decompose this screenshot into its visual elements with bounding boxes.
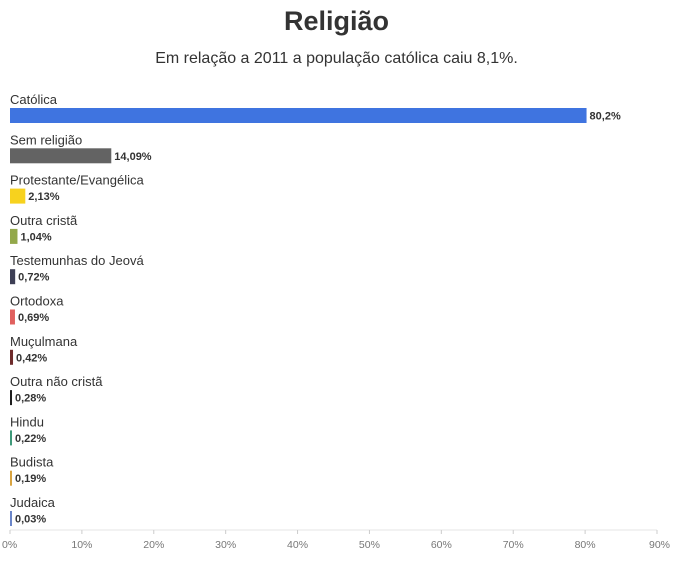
chart-title: Religião xyxy=(283,6,390,36)
category-label: Hindu xyxy=(10,414,44,429)
x-tick-label: 50% xyxy=(359,539,380,551)
category-label: Protestante/Evangélica xyxy=(10,173,144,188)
bar xyxy=(10,430,12,446)
value-label: 0,42% xyxy=(16,352,47,364)
chart-subtitle: Em relação a 2011 a população católica c… xyxy=(155,50,518,67)
x-tick-label: 70% xyxy=(503,539,524,551)
bar xyxy=(10,188,26,204)
bar xyxy=(10,511,12,526)
x-tick-label: 10% xyxy=(71,539,92,551)
bar xyxy=(10,349,14,365)
bar xyxy=(10,148,112,164)
x-tick-label: 90% xyxy=(649,539,670,551)
value-label: 0,69% xyxy=(18,312,49,324)
value-label: 0,19% xyxy=(15,473,46,485)
x-tick-label: 80% xyxy=(575,539,596,551)
category-label: Testemunhas do Jeová xyxy=(10,253,144,268)
value-label: 0,22% xyxy=(15,433,46,445)
x-tick-label: 40% xyxy=(287,539,308,551)
category-label: Católica xyxy=(10,92,58,107)
category-label: Budista xyxy=(10,455,54,470)
bar xyxy=(10,470,12,486)
bar xyxy=(10,228,18,244)
category-label: Muçulmana xyxy=(10,334,78,349)
value-label: 0,03% xyxy=(15,514,46,526)
category-label: Judaica xyxy=(10,495,56,510)
value-label: 2,13% xyxy=(28,191,59,203)
x-tick-label: 30% xyxy=(215,539,236,551)
bar xyxy=(10,390,13,406)
category-label: Ortodoxa xyxy=(10,294,64,309)
value-label: 0,72% xyxy=(18,272,49,284)
category-label: Sem religião xyxy=(10,132,82,147)
value-label: 14,09% xyxy=(114,151,152,163)
value-label: 80,2% xyxy=(590,111,621,123)
bar xyxy=(10,309,15,325)
value-label: 0,28% xyxy=(15,393,46,405)
bar xyxy=(10,108,587,123)
x-tick-label: 60% xyxy=(431,539,452,551)
category-label: Outra não cristã xyxy=(10,374,103,389)
category-label: Outra cristã xyxy=(10,213,78,228)
x-tick-label: 20% xyxy=(143,539,164,551)
x-tick-label: 0% xyxy=(2,539,17,551)
value-label: 1,04% xyxy=(20,231,51,243)
bar xyxy=(10,269,16,285)
